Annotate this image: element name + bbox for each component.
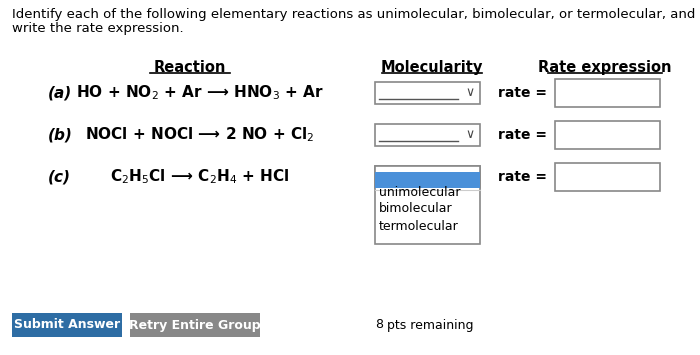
Bar xyxy=(130,313,260,337)
Text: rate =: rate = xyxy=(498,128,547,142)
Text: Molecularity: Molecularity xyxy=(381,60,483,75)
Text: NOCl + NOCl ⟶ 2 NO + Cl$_2$: NOCl + NOCl ⟶ 2 NO + Cl$_2$ xyxy=(85,126,315,144)
Bar xyxy=(375,172,480,188)
Text: bimolecular: bimolecular xyxy=(379,202,453,215)
Bar xyxy=(375,82,480,104)
Text: Submit Answer: Submit Answer xyxy=(14,318,120,332)
Text: write the rate expression.: write the rate expression. xyxy=(12,22,183,35)
Bar xyxy=(12,313,122,337)
Text: unimolecular: unimolecular xyxy=(379,186,461,198)
Text: pts remaining: pts remaining xyxy=(383,318,473,332)
Text: (b): (b) xyxy=(48,127,73,142)
Bar xyxy=(375,166,480,244)
Text: ∨: ∨ xyxy=(466,170,475,184)
Text: rate =: rate = xyxy=(498,86,547,100)
Text: Rate expression: Rate expression xyxy=(538,60,672,75)
Text: HO + NO$_2$ + Ar ⟶ HNO$_3$ + Ar: HO + NO$_2$ + Ar ⟶ HNO$_3$ + Ar xyxy=(76,84,324,102)
Text: 8: 8 xyxy=(375,318,383,332)
Text: Reaction: Reaction xyxy=(154,60,226,75)
Bar xyxy=(555,163,660,191)
Text: C$_2$H$_5$Cl ⟶ C$_2$H$_4$ + HCl: C$_2$H$_5$Cl ⟶ C$_2$H$_4$ + HCl xyxy=(110,168,290,186)
Text: ∨: ∨ xyxy=(466,129,475,142)
Text: Identify each of the following elementary reactions as unimolecular, bimolecular: Identify each of the following elementar… xyxy=(12,8,695,21)
Bar xyxy=(555,121,660,149)
Text: (c): (c) xyxy=(48,169,71,185)
Text: rate =: rate = xyxy=(498,170,547,184)
Text: (a): (a) xyxy=(48,86,72,100)
Bar xyxy=(375,166,480,188)
Bar xyxy=(555,79,660,107)
Text: termolecular: termolecular xyxy=(379,219,459,233)
Text: Retry Entire Group: Retry Entire Group xyxy=(130,318,261,332)
Text: ∨: ∨ xyxy=(466,87,475,99)
Bar xyxy=(375,124,480,146)
